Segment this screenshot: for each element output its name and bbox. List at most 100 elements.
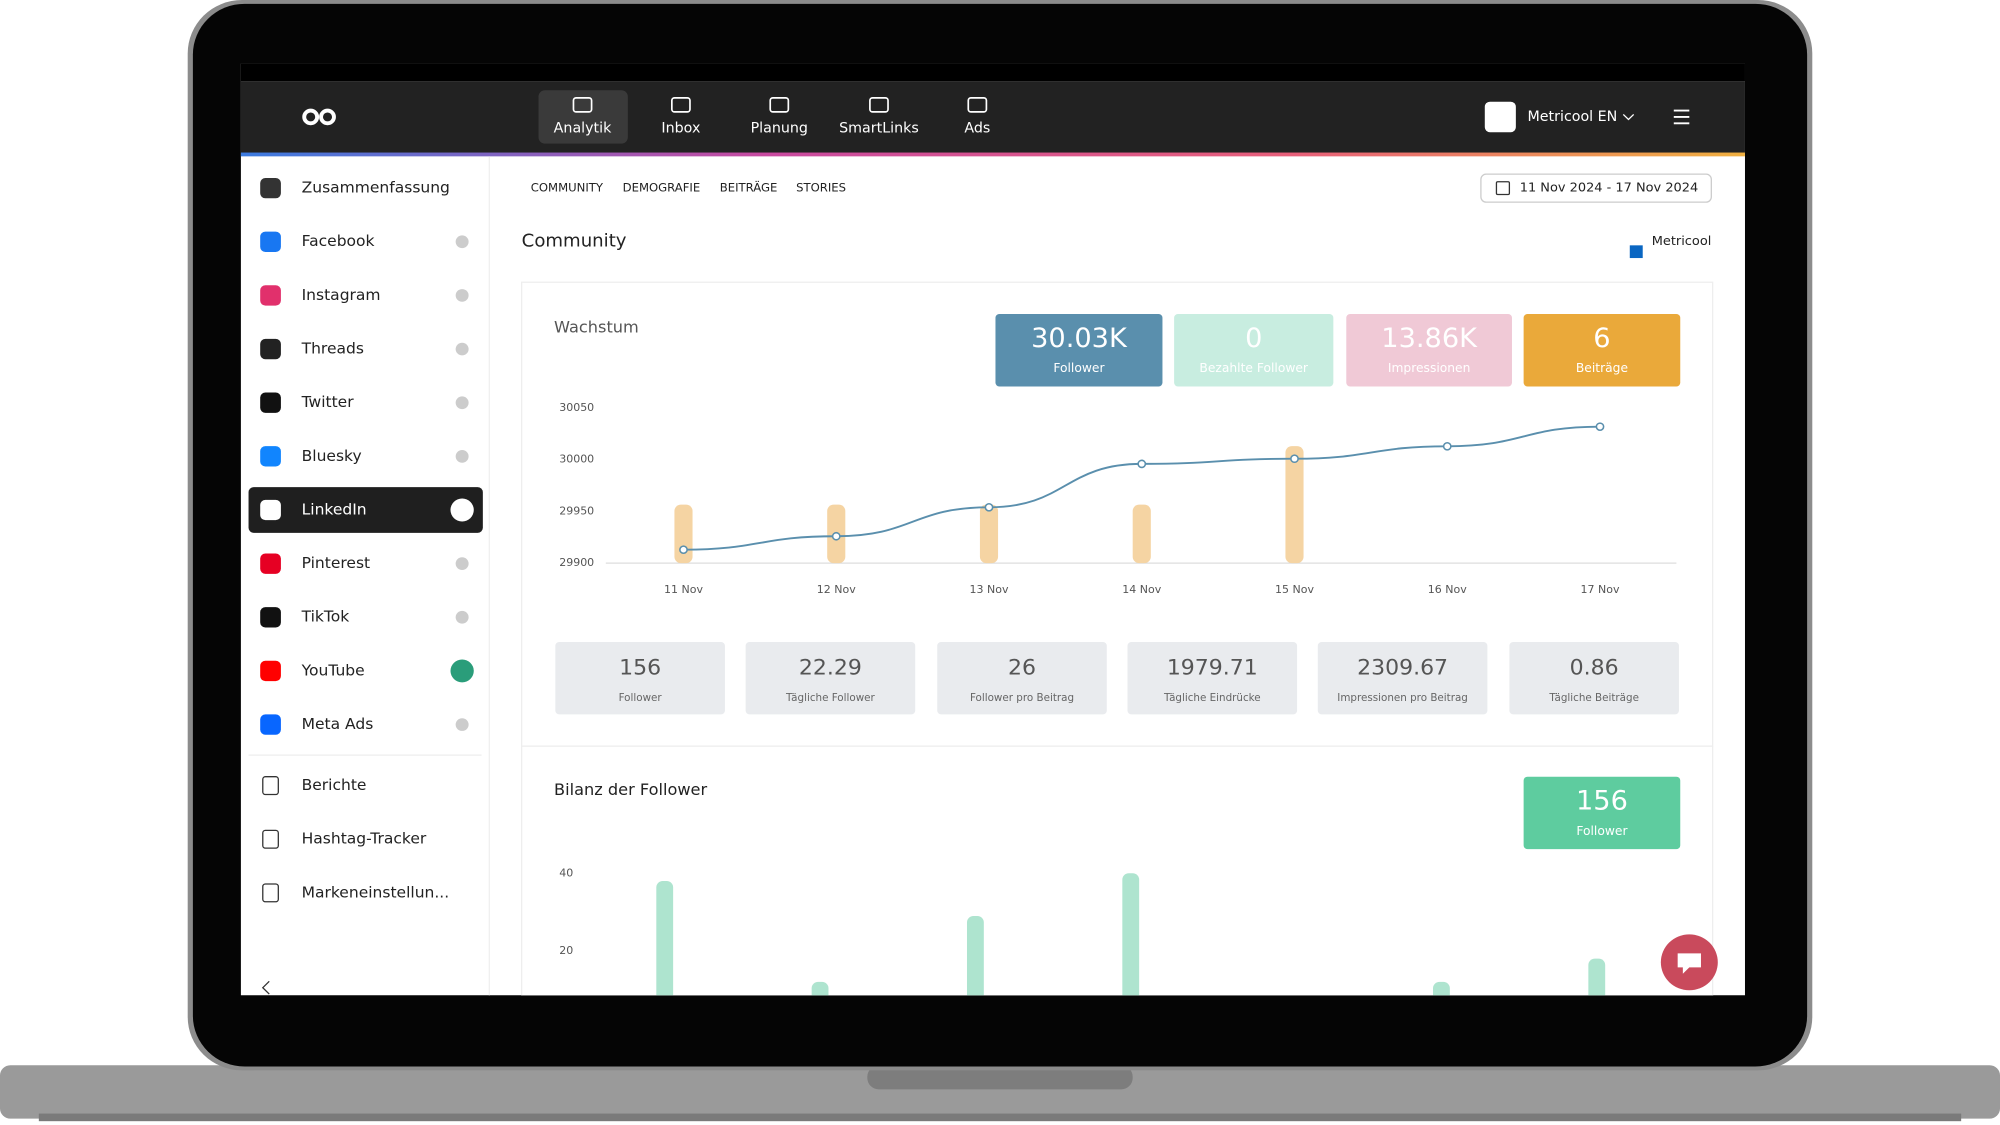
- follower-bar: [1433, 981, 1450, 996]
- stat-label: Impressionen pro Beitrag: [1337, 692, 1468, 704]
- stat-value: 0.86: [1570, 656, 1619, 681]
- card-title: Wachstum: [554, 318, 639, 337]
- nav-item[interactable]: Planung: [751, 120, 808, 136]
- account-badge: [450, 498, 474, 522]
- stat-label: Tägliche Eindrücke: [1163, 692, 1261, 704]
- menu-icon[interactable]: [1673, 109, 1690, 125]
- post-bar: [979, 504, 999, 564]
- kpi-value: 6: [1593, 323, 1610, 354]
- card-title: Bilanz der Follower: [554, 780, 708, 799]
- nav-icon: [769, 97, 790, 113]
- follower-bar: [1588, 958, 1606, 996]
- kpi-box: [1523, 313, 1681, 387]
- sidebar-item[interactable]: Threads: [301, 340, 364, 358]
- sidebar-item[interactable]: YouTube: [301, 662, 365, 680]
- y-tick-label: 29950: [559, 505, 594, 518]
- stat-label: Follower: [619, 692, 663, 704]
- line-point: [1137, 459, 1147, 469]
- kpi-label: Beiträge: [1576, 361, 1628, 375]
- sidebar-item[interactable]: Meta Ads: [302, 715, 374, 733]
- account-avatar: [1484, 101, 1516, 133]
- line-point: [1290, 454, 1299, 464]
- post-bar: [674, 504, 693, 564]
- screen: Metricool EN 11 Nov 2024 - 17 Nov 2024 C…: [240, 63, 1745, 996]
- kpi-value: 156: [1576, 786, 1628, 817]
- post-bar: [1132, 504, 1151, 564]
- line-point: [679, 545, 688, 555]
- stat-box: [937, 641, 1107, 715]
- network-icon: [260, 285, 281, 306]
- sidebar-item[interactable]: Pinterest: [302, 554, 371, 572]
- nav-active-bg: [538, 90, 628, 144]
- x-tick-label: 14 Nov: [1122, 583, 1161, 596]
- account-badge: [455, 610, 469, 624]
- y-tick-label: 30050: [559, 401, 594, 414]
- collapse-arrow[interactable]: [261, 980, 270, 995]
- tool-icon: [262, 883, 279, 903]
- nav-item[interactable]: Ads: [964, 120, 990, 136]
- stat-value: 156: [619, 656, 661, 681]
- sidebar-item[interactable]: Berichte: [302, 776, 367, 794]
- y-tick-label: 30000: [559, 453, 594, 466]
- tool-icon: [262, 776, 279, 796]
- screen-top: [240, 63, 1745, 82]
- tab[interactable]: COMMUNITY: [531, 181, 604, 195]
- nav-item[interactable]: SmartLinks: [839, 120, 919, 136]
- sidebar-item[interactable]: Bluesky: [302, 447, 362, 465]
- stat-label: Tägliche Beiträge: [1548, 692, 1639, 704]
- tab[interactable]: BEITRÄGE: [720, 180, 778, 195]
- sidebar-item[interactable]: Facebook: [302, 232, 375, 250]
- chat-icon: [1677, 953, 1701, 974]
- x-tick-label: 13 Nov: [970, 583, 1009, 596]
- sidebar-item[interactable]: Twitter: [301, 393, 355, 411]
- scrollbar: [1744, 81, 1745, 996]
- account-badge: [450, 659, 474, 683]
- account-name[interactable]: Metricool EN: [1528, 109, 1618, 125]
- top-nav: [240, 81, 1745, 154]
- sidebar-item[interactable]: TikTok: [301, 608, 350, 626]
- y-tick-label: 40: [559, 866, 573, 879]
- sidebar-item[interactable]: LinkedIn: [302, 501, 367, 519]
- account-badge: [455, 235, 469, 249]
- date-range: 11 Nov 2024 - 17 Nov 2024: [1520, 181, 1699, 196]
- date-picker[interactable]: [1480, 173, 1712, 203]
- network-icon: [260, 446, 281, 467]
- network-icon: [260, 553, 281, 574]
- kpi-label: Follower: [1053, 361, 1104, 375]
- tab[interactable]: DEMOGRAFIE: [623, 181, 701, 195]
- nav-icon: [572, 97, 593, 113]
- tool-icon: [262, 829, 279, 849]
- nav-icon: [869, 97, 889, 113]
- stat-value: 26: [1008, 656, 1036, 681]
- kpi-box: [1523, 776, 1681, 850]
- network-icon: [260, 392, 281, 413]
- laptop-base: [0, 1065, 2000, 1119]
- account-badge: [455, 342, 469, 356]
- stat-box: [1509, 641, 1679, 715]
- section-title: Community: [522, 231, 627, 252]
- stat-box: [1127, 641, 1298, 715]
- balance-card: [521, 745, 1714, 996]
- network-icon: [260, 499, 281, 521]
- sidebar-item[interactable]: Hashtag-Tracker: [302, 830, 427, 848]
- follower-bar: [656, 881, 674, 996]
- network-icon: [260, 607, 281, 628]
- gradient-line: [240, 152, 1745, 157]
- nav-item[interactable]: Analytik: [554, 120, 612, 136]
- x-tick-label: 15 Nov: [1275, 583, 1314, 596]
- stat-box: [1317, 641, 1488, 715]
- stat-box: [745, 641, 916, 715]
- sidebar-item[interactable]: Zusammenfassung: [302, 179, 450, 197]
- stat-label: Follower pro Beitrag: [970, 692, 1074, 704]
- line-point: [1442, 441, 1452, 451]
- account-badge: [455, 718, 469, 731]
- nav-item[interactable]: Inbox: [661, 120, 700, 136]
- kpi-box: [995, 313, 1163, 387]
- profile-name: Metricool: [1652, 234, 1712, 249]
- stat-value: 1979.71: [1167, 656, 1258, 681]
- sidebar-item[interactable]: Markeneinstellun...: [302, 883, 450, 901]
- sidebar-item[interactable]: Instagram: [302, 286, 381, 304]
- tab[interactable]: STORIES: [796, 181, 846, 195]
- stat-label: Tägliche Follower: [785, 692, 876, 704]
